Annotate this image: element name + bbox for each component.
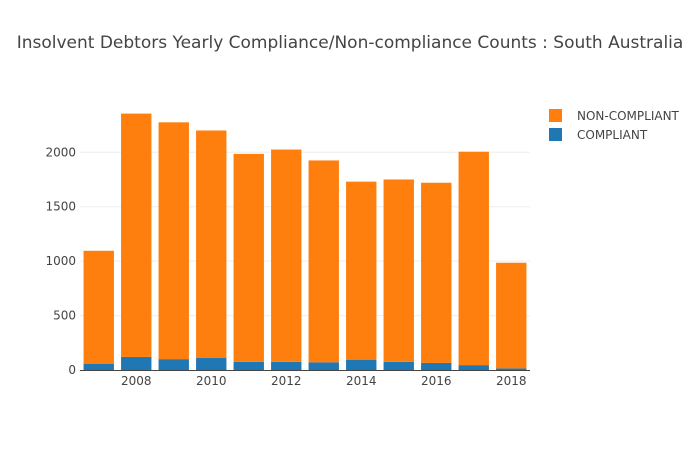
gridlines bbox=[80, 151, 530, 317]
bar-compliant-2015 bbox=[383, 361, 414, 370]
bar-non-compliant-2013 bbox=[308, 160, 339, 363]
x-tick-label-2012: 2012 bbox=[271, 374, 302, 388]
legend-swatch-non-compliant bbox=[549, 109, 562, 122]
bar-non-compliant-2008 bbox=[121, 113, 152, 357]
x-tick-label-2018: 2018 bbox=[496, 374, 527, 388]
bar-compliant-2009 bbox=[158, 359, 189, 370]
bar-non-compliant-2014 bbox=[346, 181, 377, 360]
legend[interactable]: NON-COMPLIANT COMPLIANT bbox=[549, 106, 679, 144]
bar-non-compliant-2015 bbox=[383, 179, 414, 362]
bar-compliant-2013 bbox=[308, 362, 339, 370]
x-tick-label-2014: 2014 bbox=[346, 374, 377, 388]
bar-non-compliant-2018 bbox=[496, 262, 527, 369]
bar-compliant-2008 bbox=[121, 356, 152, 370]
y-tick-label-1000: 1000 bbox=[45, 254, 76, 268]
bar-compliant-2011 bbox=[233, 361, 264, 370]
legend-item-non-compliant[interactable]: NON-COMPLIANT bbox=[549, 106, 679, 125]
y-tick-label-500: 500 bbox=[53, 309, 76, 323]
y-tick-label-2000: 2000 bbox=[45, 145, 76, 159]
bar-compliant-2016 bbox=[421, 362, 452, 370]
legend-label-non-compliant: NON-COMPLIANT bbox=[577, 108, 679, 123]
bar-compliant-2010 bbox=[196, 358, 227, 370]
legend-swatch-compliant bbox=[549, 128, 562, 141]
y-tick-label-1500: 1500 bbox=[45, 200, 76, 214]
bar-compliant-2012 bbox=[271, 361, 302, 370]
y-tick-label-0: 0 bbox=[68, 363, 76, 377]
chart-title: Insolvent Debtors Yearly Compliance/Non-… bbox=[16, 33, 684, 53]
bar-compliant-2014 bbox=[346, 359, 377, 370]
bar-compliant-2018 bbox=[496, 368, 527, 370]
x-tick-label-2008: 2008 bbox=[121, 374, 152, 388]
bar-non-compliant-2007 bbox=[83, 250, 114, 365]
bar-non-compliant-2010 bbox=[196, 130, 227, 359]
x-tick-label-2016: 2016 bbox=[421, 374, 452, 388]
x-axis: 2008 2010 2012 2014 2016 2018 bbox=[80, 370, 530, 388]
bar-non-compliant-2009 bbox=[158, 122, 189, 360]
bar-non-compliant-2016 bbox=[421, 182, 452, 363]
legend-item-compliant[interactable]: COMPLIANT bbox=[549, 125, 679, 144]
bar-compliant-2017 bbox=[458, 365, 489, 370]
bars bbox=[83, 113, 527, 370]
bar-non-compliant-2012 bbox=[271, 149, 302, 362]
bar-non-compliant-2011 bbox=[233, 153, 264, 362]
legend-label-compliant: COMPLIANT bbox=[577, 127, 648, 142]
x-tick-label-2010: 2010 bbox=[196, 374, 227, 388]
bar-non-compliant-2017 bbox=[458, 151, 489, 366]
y-axis: 0 500 1000 1500 2000 bbox=[45, 145, 76, 377]
bar-compliant-2007 bbox=[83, 364, 114, 370]
